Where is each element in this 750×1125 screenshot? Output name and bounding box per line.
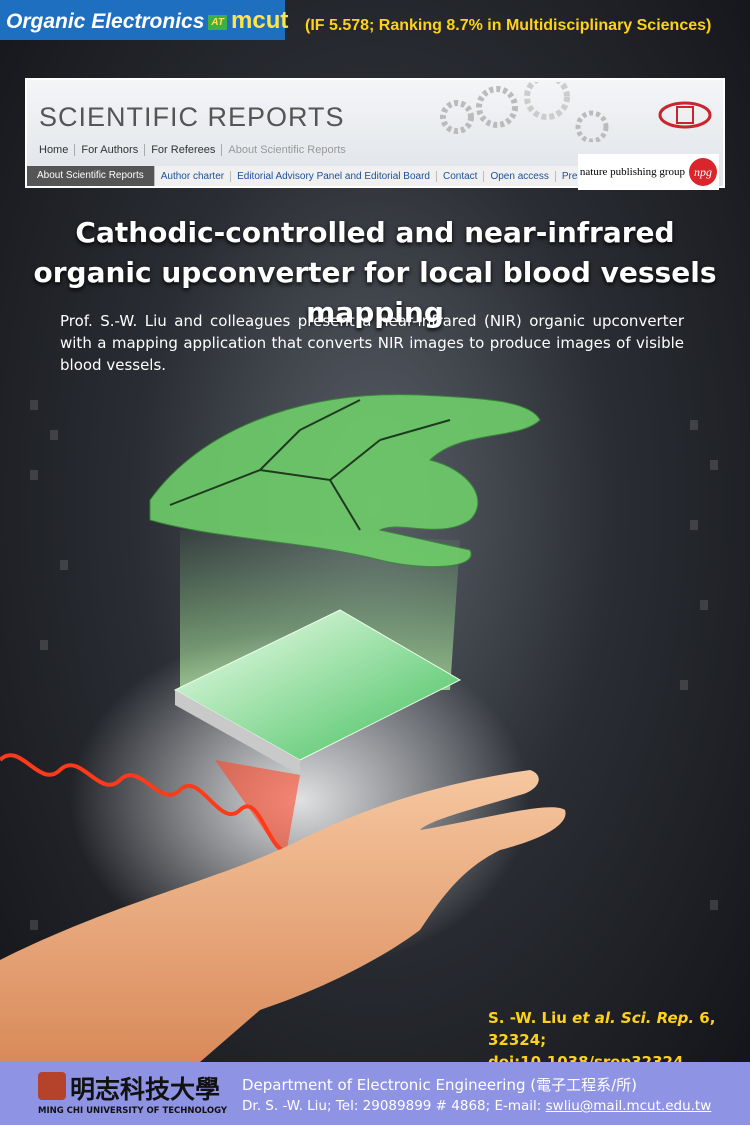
university-name-en: MING CHI UNIVERSITY OF TECHNOLOGY (38, 1106, 228, 1116)
contact-info: Dr. S. -W. Liu; Tel: 29089899 # 4868; E-… (242, 1098, 542, 1114)
impact-factor: (IF 5.578; Ranking 8.7% in Multidiscipli… (305, 17, 712, 34)
publisher: nature publishing group npg (577, 154, 719, 190)
article-title: Cathodic-controlled and near-infrared or… (33, 216, 717, 329)
nav-link[interactable]: For Authors (75, 144, 146, 156)
publisher-logo: npg (689, 158, 717, 186)
hand-image (149, 394, 541, 568)
citation-ref: 6, 32324; (488, 1009, 716, 1049)
citation-authors: S. -W. Liu (488, 1009, 567, 1027)
subnav-link[interactable]: About Scientific Reports (27, 166, 155, 186)
brand-badge: Organic Electronics AT mcut (0, 0, 289, 40)
university-emblem (658, 101, 712, 129)
brand-at: AT (208, 14, 227, 30)
citation-journal: et al. Sci. Rep. (572, 1009, 695, 1027)
nav-link[interactable]: About Scientific Reports (228, 144, 346, 156)
journal-nav: Home For Authors For Referees About Scienti… (33, 144, 352, 156)
brand-school: mcut (231, 7, 289, 34)
email-link[interactable]: swliu@mail.mcut.edu.tw (545, 1098, 712, 1114)
brand-name: Organic Electronics (6, 10, 205, 33)
journal-name: SCIENTIFIC REPORTS (39, 102, 345, 132)
journal-subnav: About Scientific Reports Author charter Ed… (27, 166, 595, 186)
footer: 明志科技大學 MING CHI UNIVERSITY OF TECHNOLOGY… (0, 1062, 750, 1125)
university-logo (38, 1072, 66, 1100)
nav-link[interactable]: Home (33, 144, 76, 156)
subnav-link[interactable]: Contact (437, 170, 485, 182)
background-grid (30, 400, 718, 930)
gears (440, 82, 609, 142)
journal-banner: SCIENTIFIC REPORTS Home For Authors For Re… (25, 78, 725, 190)
department: Department of Electronic Engineering (電子… (242, 1076, 637, 1094)
contact: Dr. S. -W. Liu; Tel: 29089899 # 4868; E-… (242, 1098, 711, 1114)
device-edge (175, 690, 300, 775)
arm (0, 770, 566, 1062)
article-summary: Prof. S.-W. Liu and colleagues present a… (60, 312, 684, 374)
subnav-link[interactable]: Editorial Advisory Panel and Editorial B… (231, 170, 437, 182)
publisher-name: nature publishing group (579, 166, 685, 178)
blood-vessels (169, 399, 451, 531)
subnav-link[interactable]: Open access (484, 170, 556, 182)
nir-beam (215, 760, 300, 860)
subnav-link[interactable]: Author charter (155, 170, 232, 182)
nir-wave (0, 753, 291, 853)
university-name-zh: 明志科技大學 (70, 1075, 221, 1104)
nav-link[interactable]: For Referees (145, 144, 223, 156)
